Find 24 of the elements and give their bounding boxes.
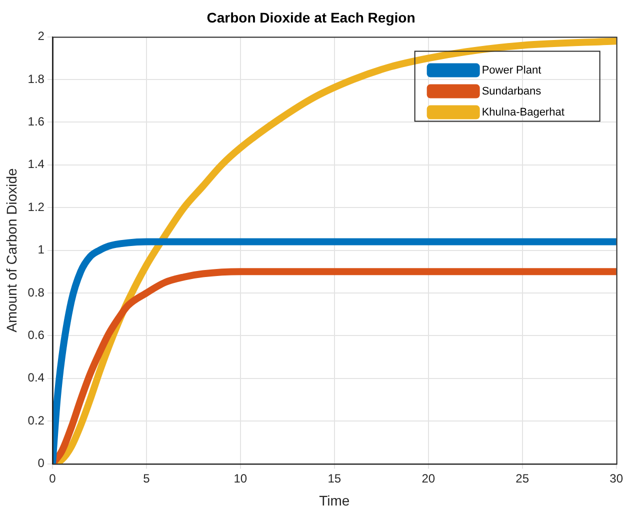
x-tick-label: 25	[516, 471, 530, 486]
y-tick-label: 0	[38, 456, 45, 470]
y-tick-label: 1.4	[28, 157, 45, 172]
y-tick-label: 2	[38, 29, 45, 44]
legend-label: Sundarbans	[482, 85, 542, 98]
legend-label: Power Plant	[482, 64, 542, 76]
chart-title: Carbon Dioxide at Each Region	[206, 9, 416, 26]
x-tick-label: 15	[328, 471, 342, 486]
y-tick-label: 1.8	[28, 72, 45, 86]
y-tick-label: 1.6	[28, 114, 45, 129]
x-tick-label: 10	[234, 471, 248, 486]
y-tick-label: 0.2	[28, 413, 45, 428]
x-tick-label: 0	[49, 471, 56, 486]
y-tick-label: 1.2	[28, 200, 45, 214]
y-axis-title: Amount of Carbon Dioxide	[3, 168, 20, 332]
x-tick-label: 20	[422, 471, 436, 486]
x-tick-label: 5	[143, 471, 150, 486]
y-tick-label: 0.6	[28, 328, 45, 342]
x-tick-label: 30	[610, 471, 624, 486]
x-axis-title: Time	[319, 492, 350, 508]
y-tick-label: 0.4	[28, 370, 45, 385]
y-tick-label: 0.8	[28, 285, 45, 300]
y-tick-label: 1	[38, 242, 45, 257]
legend-label: Khulna-Bagerhat	[482, 106, 564, 118]
